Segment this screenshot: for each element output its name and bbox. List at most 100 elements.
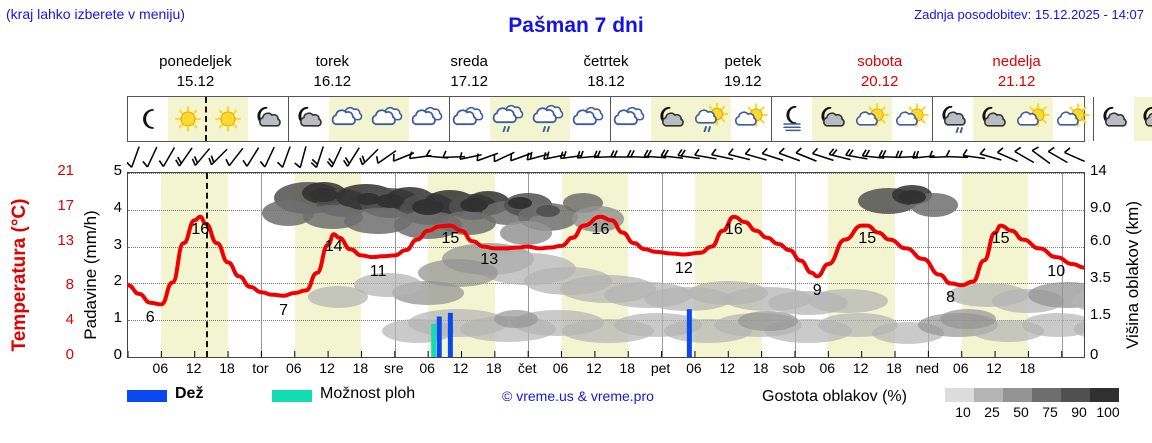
moon-partly-cloudy-icon bbox=[1134, 97, 1152, 141]
cloud-density-color-scale bbox=[945, 388, 1119, 402]
x-tick-label: pet bbox=[650, 360, 671, 376]
temperature-value-label: 7 bbox=[279, 301, 289, 319]
temperature-value-label: 9 bbox=[812, 282, 822, 300]
day-header-row: ponedeljek 15.12 torek 16.12 sreda 17.12 četrt… bbox=[127, 52, 1085, 94]
cloud-density-swatch bbox=[1032, 388, 1061, 402]
temperature-tick: 21 bbox=[57, 162, 74, 179]
cloud-density-level-label: 25 bbox=[984, 404, 1000, 420]
day-separator bbox=[394, 173, 396, 357]
day-date: 21.12 bbox=[997, 73, 1036, 90]
cloud-height-tick: 0 bbox=[1090, 346, 1099, 363]
x-tick-label: čet bbox=[517, 360, 537, 376]
x-tick-label: 18 bbox=[352, 360, 369, 376]
showers-legend-swatch bbox=[272, 390, 312, 402]
x-tick-label: 12 bbox=[586, 360, 602, 376]
temperature-tick: 13 bbox=[57, 232, 74, 250]
cloud-density-level-label: 90 bbox=[1071, 404, 1087, 420]
temperature-value-label: 15 bbox=[441, 229, 460, 247]
day-separator bbox=[261, 173, 263, 357]
cloud-height-tick: 14 bbox=[1090, 162, 1107, 179]
day-header-torek: torek 16.12 bbox=[264, 52, 401, 94]
day-name: nedelja bbox=[992, 53, 1041, 70]
gridline bbox=[128, 246, 1084, 248]
icon-day-group-sobota bbox=[933, 97, 1094, 141]
moon-partly-cloudy-icon bbox=[248, 97, 288, 141]
moon-partly-cloudy-icon bbox=[812, 97, 852, 141]
cloud-density-level-label: 50 bbox=[1013, 404, 1029, 420]
cloud-density-swatch bbox=[1003, 388, 1032, 402]
showers-legend-label: Možnost ploh bbox=[320, 385, 416, 402]
precipitation-tick: 0 bbox=[113, 346, 122, 363]
temperature-tick: 8 bbox=[65, 275, 74, 293]
temperature-value-label: 16 bbox=[591, 220, 610, 238]
temperature-value-label: 12 bbox=[674, 260, 693, 278]
x-tick-label: 06 bbox=[152, 360, 169, 376]
temperature-value-label: 6 bbox=[145, 308, 155, 326]
temperature-value-label: 8 bbox=[946, 289, 956, 307]
temperature-tick: 17 bbox=[57, 197, 74, 215]
precipitation-tick: 1 bbox=[113, 309, 122, 327]
wind-barb-row bbox=[127, 143, 1085, 171]
cloud-overcast-icon bbox=[450, 97, 490, 141]
temperature-axis-title: Temperatura (°C) bbox=[9, 198, 30, 352]
x-tick-label: 06 bbox=[552, 360, 569, 376]
current-time-marker-icons bbox=[204, 97, 207, 141]
temperature-value-label: 11 bbox=[369, 262, 387, 280]
day-separator bbox=[1061, 173, 1063, 357]
x-tick-label: 12 bbox=[185, 360, 202, 376]
moon-partly-cloudy-icon bbox=[973, 97, 1013, 141]
gridline bbox=[128, 173, 1084, 174]
copyright-link[interactable]: © vreme.us & vreme.pro bbox=[502, 388, 654, 404]
cloud-density-scale-labels: 10 25 50 75 90 100 bbox=[937, 404, 1137, 422]
day-date: 17.12 bbox=[450, 73, 488, 90]
moon-fog-icon bbox=[772, 97, 812, 141]
precipitation-axis-title: Padavine (mm/h) bbox=[81, 210, 100, 340]
day-date: 20.12 bbox=[860, 73, 899, 90]
day-header-četrtek: četrtek 18.12 bbox=[538, 52, 675, 94]
temperature-value-label: 13 bbox=[480, 251, 499, 269]
x-tick-label: 06 bbox=[686, 360, 702, 376]
x-tick-label: 12 bbox=[986, 360, 1002, 376]
x-tick-label: 06 bbox=[819, 360, 836, 376]
day-header-ponedeljek: ponedeljek 15.12 bbox=[127, 52, 264, 94]
cloud-rain-light-icon bbox=[530, 97, 570, 141]
sun-clear-icon bbox=[208, 97, 248, 141]
temperature-axis-title-wrap: Temperatura (°C) bbox=[0, 160, 40, 390]
weather-icon-row bbox=[127, 96, 1152, 142]
sun-partly-cloudy-icon bbox=[1053, 97, 1093, 141]
icon-day-group-nedelja bbox=[1094, 97, 1152, 141]
rain-legend-swatch bbox=[127, 390, 167, 402]
icon-day-group-sreda bbox=[450, 97, 611, 141]
cloud-density-level-label: 75 bbox=[1042, 404, 1058, 420]
cloud-overcast-icon bbox=[329, 97, 369, 141]
day-header-sreda: sreda 17.12 bbox=[401, 52, 538, 94]
cloud-density-level-label: 100 bbox=[1096, 404, 1120, 420]
last-updated-label: Zadnja posodobitev: 15.12.2025 - 14:07 bbox=[914, 7, 1144, 22]
temperature-value-label: 16 bbox=[724, 220, 743, 238]
page-title: Pašman 7 dni bbox=[508, 14, 644, 37]
cloud-rain-light-icon bbox=[490, 97, 530, 141]
day-name: četrtek bbox=[583, 53, 629, 70]
day-header-nedelja: nedelja 21.12 bbox=[948, 52, 1085, 94]
x-tick-label: 18 bbox=[619, 360, 636, 376]
cloud-height-tick: 9.0 bbox=[1090, 198, 1111, 216]
cloud-height-axis-ticks: 14 9.0 6.0 3.5 1.5 0 bbox=[1090, 160, 1130, 372]
cloud-density-swatch bbox=[945, 388, 974, 402]
chart-legend: Dež Možnost ploh © vreme.us & vreme.pro … bbox=[127, 385, 1147, 438]
current-time-marker-plot bbox=[205, 173, 208, 357]
temperature-tick: 0 bbox=[65, 346, 74, 363]
location-menu-note: (kraj lahko izberete v meniju) bbox=[6, 6, 185, 22]
cloud-density-level-label: 10 bbox=[955, 404, 971, 420]
icon-day-group-četrtek bbox=[611, 97, 772, 141]
rain-legend-label: Dež bbox=[175, 385, 204, 402]
icon-day-group-petek bbox=[772, 97, 933, 141]
sun-partly-cloudy-icon bbox=[852, 97, 892, 141]
x-tick-label: sob bbox=[782, 360, 806, 376]
temperature-value-label: 15 bbox=[858, 229, 877, 247]
x-tick-label: 12 bbox=[852, 360, 869, 376]
sun-clear-icon bbox=[168, 97, 208, 141]
temperature-axis-ticks: 21 17 13 8 4 0 bbox=[40, 160, 74, 372]
temperature-value-label: 16 bbox=[191, 220, 210, 238]
moon-partly-cloudy-icon bbox=[651, 97, 691, 141]
x-tick-label: 18 bbox=[886, 360, 902, 376]
